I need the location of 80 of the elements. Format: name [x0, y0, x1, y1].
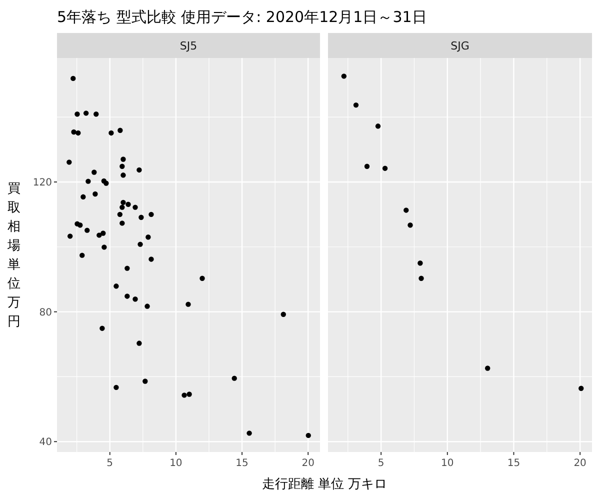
point [117, 212, 123, 218]
point [120, 220, 125, 226]
point [200, 276, 205, 281]
point [418, 260, 423, 266]
point [70, 76, 76, 82]
point [94, 112, 99, 117]
point [124, 294, 130, 299]
point [78, 222, 83, 228]
point [120, 172, 126, 178]
y-tick-label: 40 [39, 437, 52, 448]
x-tick-label: 20 [302, 458, 314, 469]
point [100, 326, 105, 331]
point [100, 230, 106, 236]
point [66, 160, 72, 165]
point [353, 102, 359, 108]
point [306, 432, 311, 438]
point [148, 256, 154, 262]
y-axis-title: 買取相場単位万円 [6, 182, 20, 330]
point [136, 340, 142, 346]
point [341, 74, 347, 79]
point [102, 244, 107, 250]
y-tick-label: 80 [39, 307, 52, 318]
point [138, 214, 144, 220]
point [182, 392, 187, 398]
point [484, 366, 490, 371]
point [76, 130, 81, 136]
point [126, 202, 131, 207]
point [408, 222, 413, 228]
point [120, 200, 126, 206]
point [280, 312, 286, 317]
point [84, 228, 90, 233]
x-tick-label: 15 [507, 458, 520, 469]
x-tick-label: 15 [236, 458, 248, 469]
chart-title: 5年落ち 型式比較 使用データ: 2020年12月1日～31日 [57, 8, 427, 26]
point [382, 166, 388, 171]
point [114, 284, 119, 289]
point [136, 167, 142, 173]
point [80, 194, 86, 200]
point [71, 129, 76, 135]
x-tick-label: 5 [106, 458, 114, 469]
point [120, 164, 125, 169]
x-tick-label: 5 [378, 458, 384, 469]
x-tick-label: 10 [441, 458, 454, 469]
point [114, 384, 119, 390]
point [144, 304, 150, 309]
chart-subtitle: SJ5 [180, 40, 198, 52]
point [120, 156, 126, 162]
point [104, 180, 109, 186]
point [578, 386, 584, 391]
point [148, 212, 154, 218]
point [92, 191, 98, 197]
x-tick-label: 20 [574, 458, 586, 469]
chart-subtitle: SJG [450, 40, 470, 52]
point [404, 208, 409, 213]
point [124, 266, 130, 271]
point [138, 242, 143, 247]
point [96, 232, 102, 238]
x-axis-title: 走行距離 単位 万キロ [262, 477, 388, 492]
point [246, 430, 252, 436]
point [80, 252, 85, 258]
point [146, 234, 151, 240]
point [74, 112, 80, 117]
point [375, 124, 381, 129]
point [186, 392, 192, 397]
point [83, 110, 89, 116]
y-tick-label: 120 [32, 177, 52, 188]
point [132, 204, 138, 210]
point [120, 204, 125, 210]
point [86, 178, 91, 184]
point [132, 296, 138, 302]
point [364, 164, 370, 169]
x-tick-label: 10 [170, 458, 182, 469]
point [92, 170, 97, 175]
point [186, 302, 191, 307]
point [108, 130, 114, 136]
point [232, 376, 237, 381]
point [418, 276, 424, 281]
point [118, 128, 123, 133]
point [142, 378, 148, 384]
point [67, 234, 73, 239]
